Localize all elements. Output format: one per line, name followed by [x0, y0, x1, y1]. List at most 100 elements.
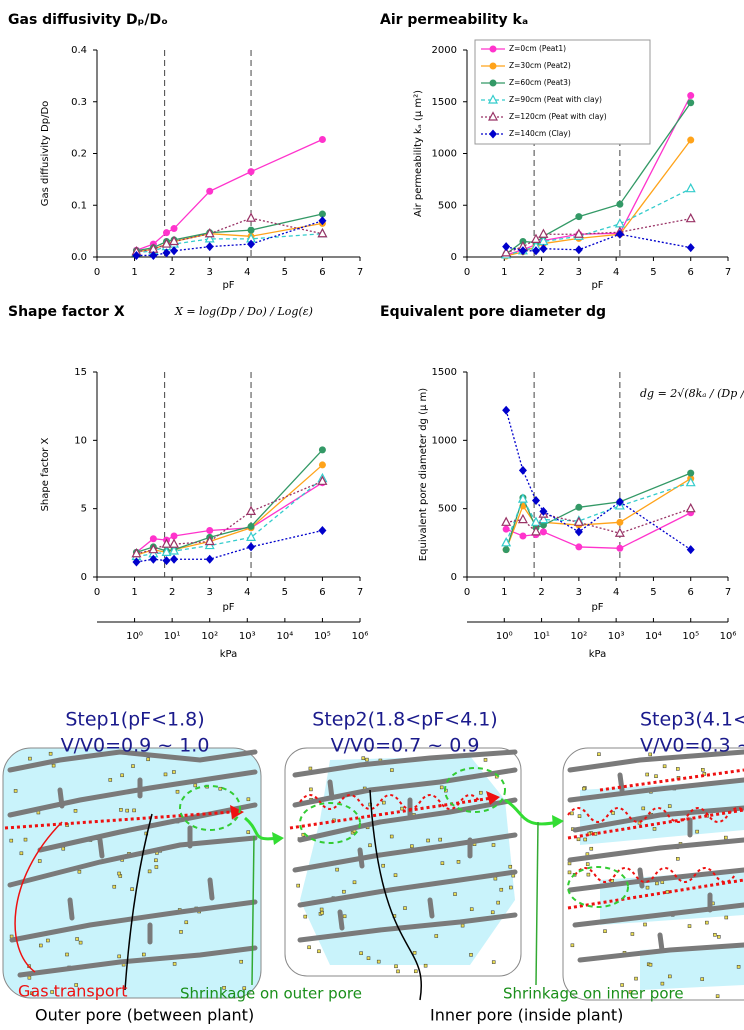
marker	[573, 516, 584, 526]
particle	[218, 786, 223, 791]
y-tick-label: 10	[74, 435, 87, 446]
marker	[149, 250, 158, 260]
marker	[488, 111, 498, 121]
legend-label: Z=90cm (Peat with clay)	[509, 95, 602, 104]
particle	[125, 808, 129, 813]
particle	[307, 945, 311, 950]
particle	[583, 837, 587, 842]
particle	[576, 837, 581, 842]
y-tick-label: 1500	[432, 367, 457, 378]
step-ratio: V/V0=0.9 ~ 1.0	[61, 735, 210, 757]
particle	[717, 935, 721, 939]
x-tick-label: 7	[725, 267, 731, 278]
marker	[530, 526, 541, 536]
marker	[685, 182, 696, 193]
x2-tick-label: 10³	[608, 631, 625, 642]
fiber	[17, 945, 258, 978]
label: Shrinkage on inner pore	[503, 985, 684, 1003]
particle	[361, 756, 366, 760]
particle	[320, 911, 324, 915]
particle	[119, 808, 123, 812]
particle	[736, 965, 741, 969]
particle	[570, 811, 574, 816]
marker	[163, 229, 171, 237]
marker	[204, 227, 215, 238]
x-tick-label: 4	[613, 267, 619, 278]
particle	[366, 956, 371, 960]
y-tick-label: 1000	[432, 435, 457, 446]
marker	[205, 554, 214, 564]
marker	[685, 476, 696, 487]
marker	[247, 226, 255, 234]
marker	[161, 546, 172, 556]
particle	[352, 880, 357, 885]
marker	[531, 246, 540, 256]
particle	[667, 804, 672, 808]
particle	[630, 932, 635, 936]
x2-axis-label: kPa	[589, 649, 607, 660]
gas-path	[4, 810, 233, 830]
particle	[19, 851, 24, 856]
fiber	[7, 769, 258, 818]
marker	[616, 200, 624, 208]
particle	[637, 821, 642, 825]
particle	[303, 914, 308, 919]
pointer	[14, 821, 63, 973]
x-tick-label: 6	[319, 267, 325, 278]
particle	[296, 883, 300, 888]
particle	[131, 764, 135, 768]
fiber	[7, 749, 258, 773]
particle	[130, 887, 134, 891]
particle	[77, 869, 82, 874]
particle	[120, 773, 124, 778]
step-title: Step1(pF<1.8)	[65, 709, 204, 731]
marker	[246, 212, 257, 222]
particle	[147, 869, 152, 874]
step-arrow	[504, 798, 559, 826]
marker	[575, 503, 583, 511]
particle	[586, 872, 591, 877]
chart-title: Equivalent pore diameter dg	[380, 304, 606, 320]
particle	[317, 949, 321, 954]
marker	[318, 526, 327, 536]
particle	[456, 860, 461, 864]
fiber	[297, 912, 518, 943]
step-ratio: V/V0=0.3 ~	[640, 735, 744, 757]
particle	[112, 884, 117, 889]
particle	[132, 808, 136, 813]
particle	[246, 797, 251, 802]
marker	[132, 557, 141, 567]
marker	[318, 446, 326, 454]
x2-tick-label: 10¹	[533, 631, 550, 642]
particle	[499, 887, 504, 892]
marker	[687, 469, 695, 477]
y-tick-label: 0.0	[71, 252, 87, 263]
particle	[239, 959, 243, 964]
marker	[575, 543, 583, 551]
x2-tick-label: 10⁶	[352, 631, 369, 642]
particle	[342, 914, 347, 919]
x-tick-label: 0	[464, 587, 470, 598]
particle	[154, 865, 159, 869]
particle	[641, 806, 646, 811]
particle	[438, 837, 442, 842]
x-tick-label: 1	[131, 587, 137, 598]
particle	[117, 871, 121, 876]
particle	[648, 962, 653, 967]
marker	[530, 516, 541, 526]
particle	[175, 789, 180, 794]
particle	[222, 986, 226, 990]
particle	[394, 964, 398, 969]
y-tick-label: 0.4	[71, 45, 87, 56]
marker	[489, 45, 497, 53]
particle	[9, 838, 14, 843]
particle	[577, 814, 582, 818]
shrink-zone	[567, 866, 629, 908]
marker	[162, 248, 171, 258]
x-tick-label: 0	[464, 267, 470, 278]
fiber	[567, 749, 744, 773]
marker	[246, 505, 257, 515]
particle	[414, 969, 418, 974]
fiber	[577, 942, 744, 963]
particle	[410, 844, 414, 848]
